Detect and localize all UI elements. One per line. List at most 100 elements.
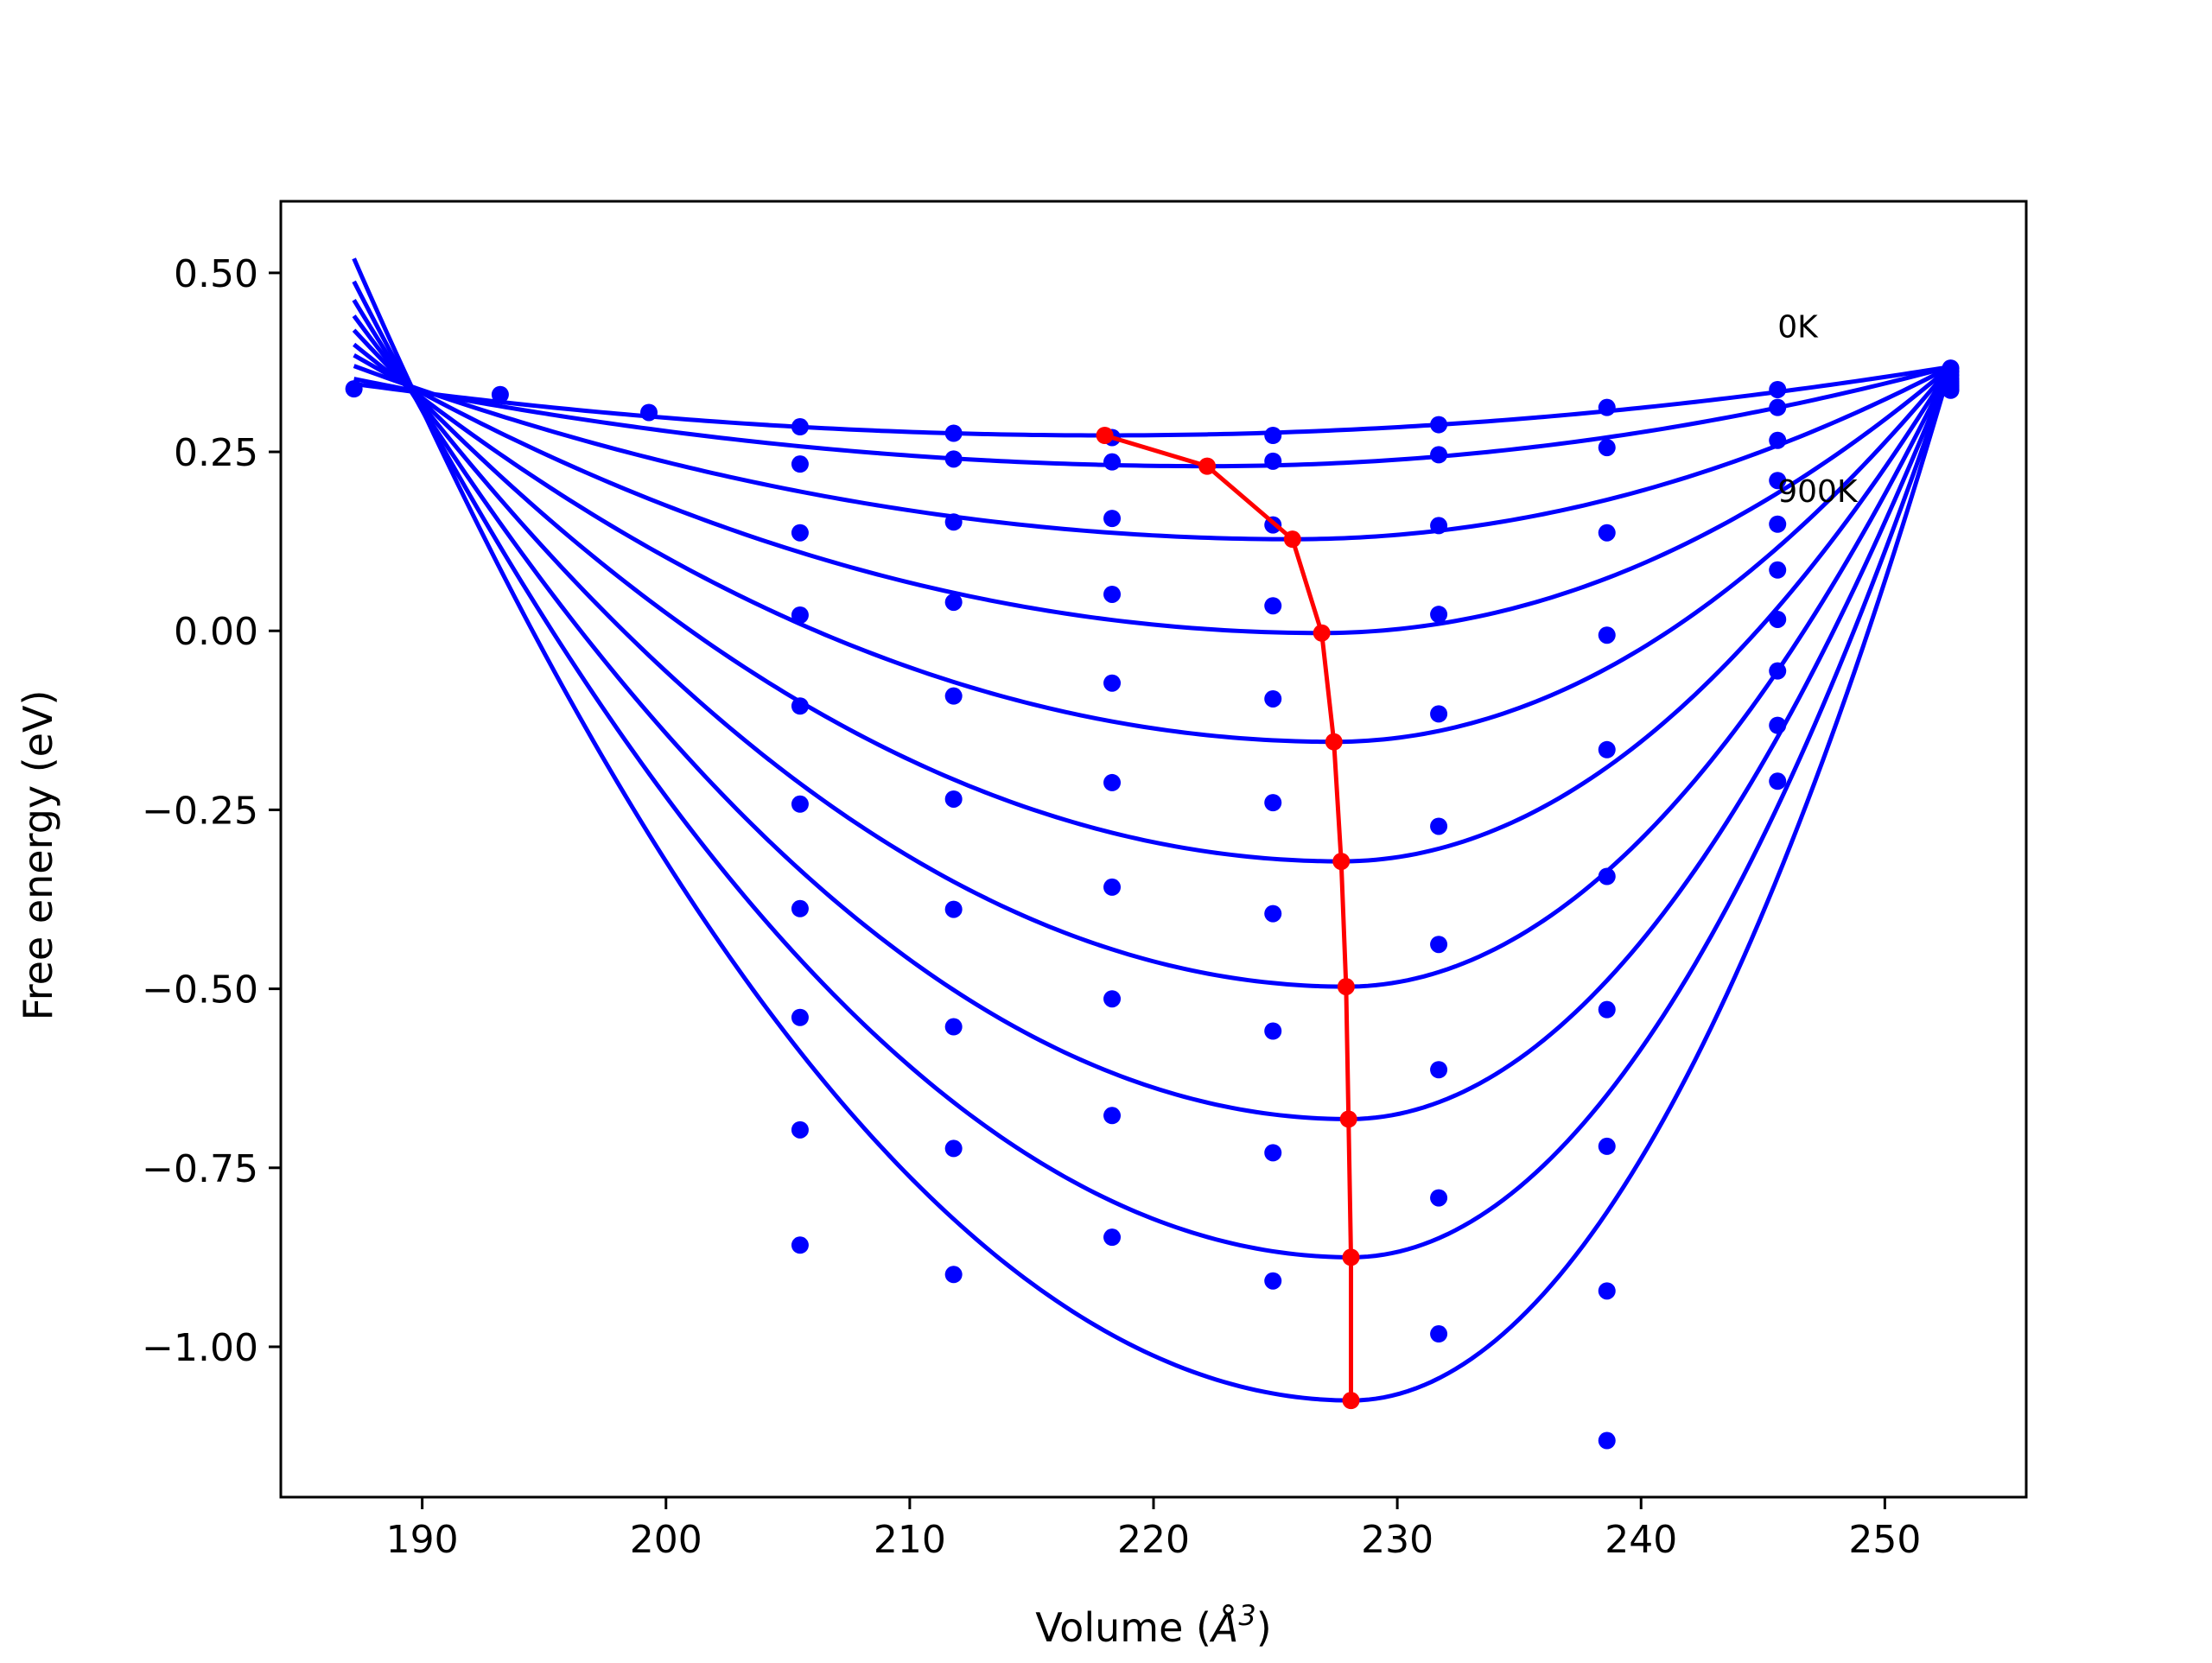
fit-curve-7 xyxy=(352,299,1953,1121)
data-point xyxy=(1598,867,1616,885)
annotation-label: 0K xyxy=(1777,309,1819,345)
data-point xyxy=(1430,606,1448,624)
data-point xyxy=(1430,416,1448,434)
y-tick-label: −0.25 xyxy=(142,789,258,833)
fit-curve-6 xyxy=(352,314,1953,989)
data-point xyxy=(944,1139,963,1158)
minimum-point xyxy=(1313,624,1331,642)
fit-curve-1 xyxy=(353,365,1952,469)
minimum-point xyxy=(1096,426,1114,444)
data-point xyxy=(1598,626,1616,644)
data-point xyxy=(1103,585,1122,603)
data-point xyxy=(1430,1189,1448,1207)
data-point xyxy=(1264,426,1282,444)
y-tick-label: −0.75 xyxy=(142,1147,258,1191)
data-point xyxy=(791,899,809,917)
fit-curve-2 xyxy=(353,364,1952,542)
minimum-point xyxy=(1198,457,1217,475)
y-tick-label: −0.50 xyxy=(142,968,258,1012)
data-point xyxy=(1769,610,1787,628)
x-axis-title-close: ) xyxy=(1256,1604,1272,1651)
fit-curve-9 xyxy=(352,257,1953,1403)
data-point xyxy=(1769,380,1787,398)
data-point xyxy=(944,450,963,468)
data-point xyxy=(1430,817,1448,835)
data-point xyxy=(791,697,809,715)
data-point xyxy=(791,606,809,625)
data-point xyxy=(1264,597,1282,615)
data-point xyxy=(791,455,809,473)
y-tick-label: 0.25 xyxy=(174,431,258,475)
x-tick-label: 250 xyxy=(1848,1518,1921,1562)
data-point xyxy=(944,424,963,442)
minimum-point xyxy=(1332,853,1351,871)
x-tick-label: 230 xyxy=(1361,1518,1433,1562)
data-point xyxy=(944,1018,963,1036)
x-axis-title: Volume (Å3) xyxy=(1035,1599,1271,1651)
data-point xyxy=(1103,674,1122,692)
data-point xyxy=(1598,524,1616,542)
annotation-label: 900K xyxy=(1777,474,1859,510)
x-axis-title-text: Volume ( xyxy=(1035,1604,1211,1651)
fit-curve-3 xyxy=(353,353,1953,636)
data-point xyxy=(791,1008,809,1026)
data-point xyxy=(1264,1022,1282,1040)
data-point xyxy=(1598,1000,1616,1019)
data-point xyxy=(1264,1144,1282,1162)
data-point xyxy=(791,1120,809,1139)
data-point xyxy=(944,513,963,531)
data-point xyxy=(1430,1325,1448,1343)
data-point xyxy=(1264,794,1282,812)
data-point xyxy=(1103,1107,1122,1125)
data-point xyxy=(1103,773,1122,791)
data-point xyxy=(1769,431,1787,449)
data-point xyxy=(791,524,809,542)
data-point xyxy=(1264,689,1282,708)
data-point xyxy=(944,593,963,612)
data-point xyxy=(791,795,809,813)
data-point xyxy=(491,385,509,403)
minimum-point xyxy=(1342,1392,1360,1410)
data-point xyxy=(1430,517,1448,535)
data-point xyxy=(944,900,963,918)
data-point xyxy=(1942,381,1960,399)
x-tick-label: 210 xyxy=(874,1518,946,1562)
x-tick-label: 240 xyxy=(1605,1518,1677,1562)
data-point xyxy=(1103,453,1122,471)
y-tick-label: 0.50 xyxy=(174,252,258,296)
x-tick-label: 200 xyxy=(630,1518,702,1562)
minimum-point xyxy=(1339,1110,1357,1128)
data-point xyxy=(1264,1272,1282,1290)
data-point xyxy=(1769,716,1787,734)
x-axis-title-power: 3 xyxy=(1238,1599,1255,1632)
data-point xyxy=(1430,936,1448,954)
data-point xyxy=(1430,446,1448,464)
minimum-point xyxy=(1283,530,1301,549)
plot-area: 0K 900K xyxy=(345,257,1960,1450)
fit-curve-0 xyxy=(353,364,1951,438)
data-point xyxy=(345,380,363,398)
data-point xyxy=(1103,990,1122,1008)
data-point xyxy=(944,1266,963,1284)
minima-line xyxy=(1103,433,1354,1401)
data-point xyxy=(1264,452,1282,470)
y-tick-label: 0.00 xyxy=(174,610,258,654)
data-point xyxy=(1430,705,1448,723)
data-point xyxy=(791,1236,809,1254)
data-point xyxy=(1598,439,1616,457)
tick-marks: 190 200 210 220 230 240 250 0.50 0.25 0.00 −0.25 −0… xyxy=(142,252,1921,1562)
x-axis-title-symbol: Å xyxy=(1209,1604,1238,1651)
data-point xyxy=(1769,398,1787,416)
data-point xyxy=(1598,1137,1616,1155)
clipped-plot xyxy=(345,257,1960,1450)
fit-curve-4 xyxy=(353,342,1953,745)
data-point xyxy=(1769,515,1787,533)
data-point xyxy=(1769,472,1787,490)
y-axis-title: Free energy (eV) xyxy=(15,690,61,1021)
data-point xyxy=(944,790,963,808)
minimum-point xyxy=(1342,1248,1360,1266)
minimum-point xyxy=(1337,978,1355,996)
data-point xyxy=(1103,510,1122,528)
data-point xyxy=(640,403,658,422)
